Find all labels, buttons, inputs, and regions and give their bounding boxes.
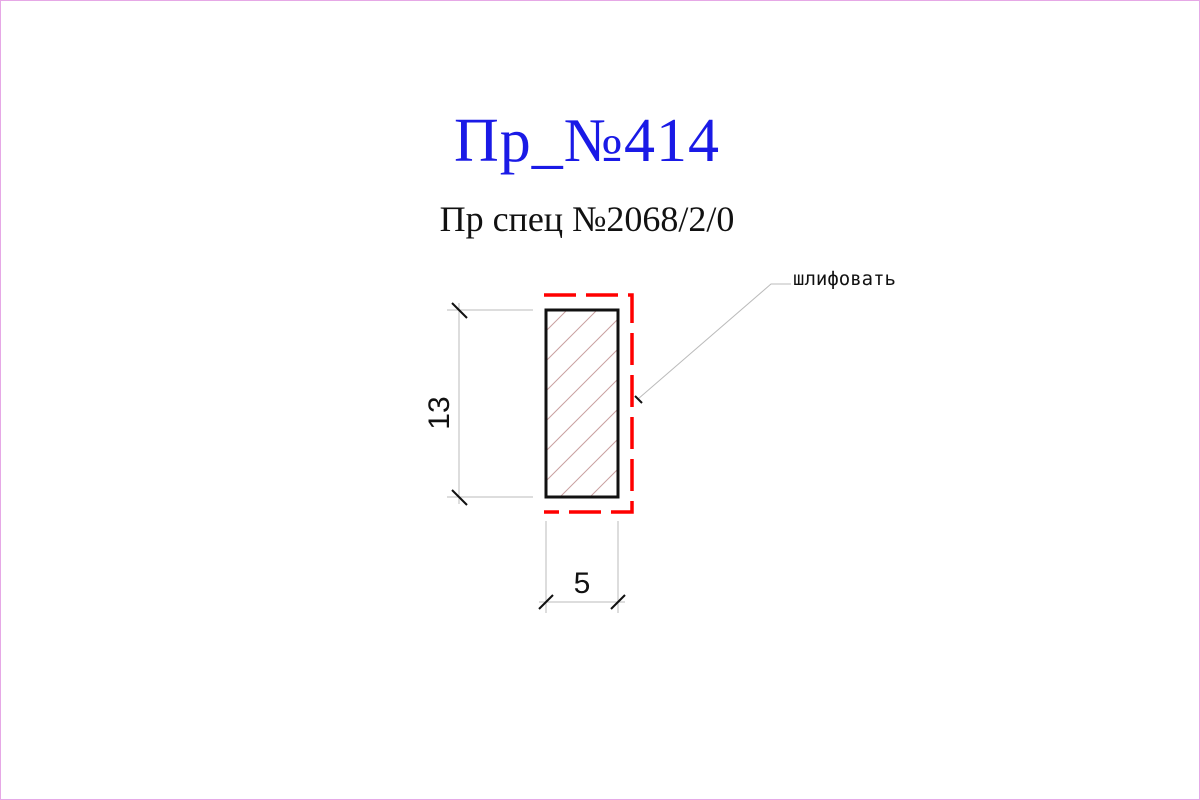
height-tick-bottom [451,489,468,506]
section-outline [544,308,620,499]
grind-note-leader: шлифовать [634,268,896,404]
part-number-title: Пр_№414 [454,107,720,175]
grind-surface-marker [544,293,634,514]
leader-tick [634,395,643,404]
spec-number-subtitle: Пр спец №2068/2/0 [439,199,735,239]
width-tick-left [538,594,554,610]
width-dimension-label: 5 [574,567,591,600]
section-hatching [546,310,618,497]
grind-note-label: шлифовать [793,268,896,290]
leader-line [637,283,791,400]
width-dimension: 5 [538,521,626,613]
height-dimension-label: 13 [423,396,456,429]
height-tick-top [451,302,468,319]
height-dimension: 13 [423,302,533,506]
width-tick-right [610,594,626,610]
